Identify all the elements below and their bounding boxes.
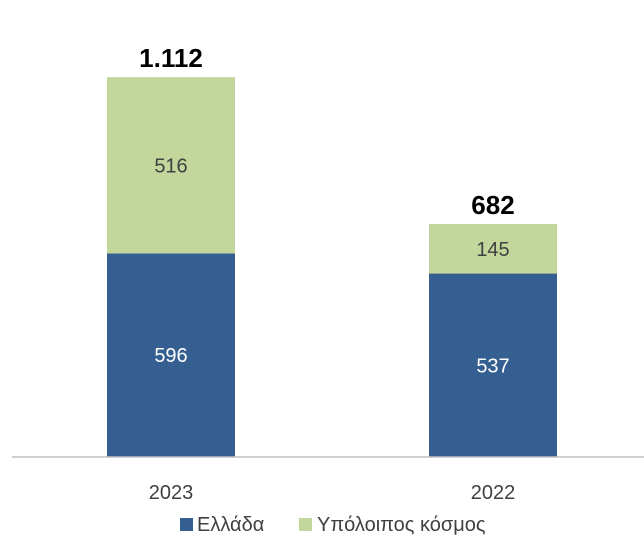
data-label-2023-0: 596	[154, 345, 187, 367]
bar-segment-2022-1	[429, 224, 557, 274]
legend: Ελλάδα Υπόλοιπος κόσμος	[180, 514, 486, 536]
bars-layer: 596 516 1.112 537 145 682	[107, 43, 557, 457]
bar-segment-2022-0	[429, 273, 557, 457]
total-label-2023: 1.112	[139, 43, 203, 73]
x-tick-label-2023: 2023	[149, 482, 194, 504]
data-label-2023-1: 516	[154, 155, 187, 177]
x-tick-label-2022: 2022	[471, 482, 516, 504]
legend-label-1: Υπόλοιπος κόσμος	[317, 514, 486, 536]
legend-label-0: Ελλάδα	[197, 514, 264, 536]
legend-swatch-0	[180, 518, 193, 531]
data-label-2022-0: 537	[476, 355, 509, 377]
total-label-2022: 682	[471, 190, 514, 220]
legend-swatch-1	[299, 518, 312, 531]
data-label-2022-1: 145	[476, 239, 509, 261]
x-axis-ticks: 2023 2022	[149, 482, 516, 504]
bar-segment-2023-0	[107, 253, 235, 457]
bar-segment-2023-1	[107, 77, 235, 254]
